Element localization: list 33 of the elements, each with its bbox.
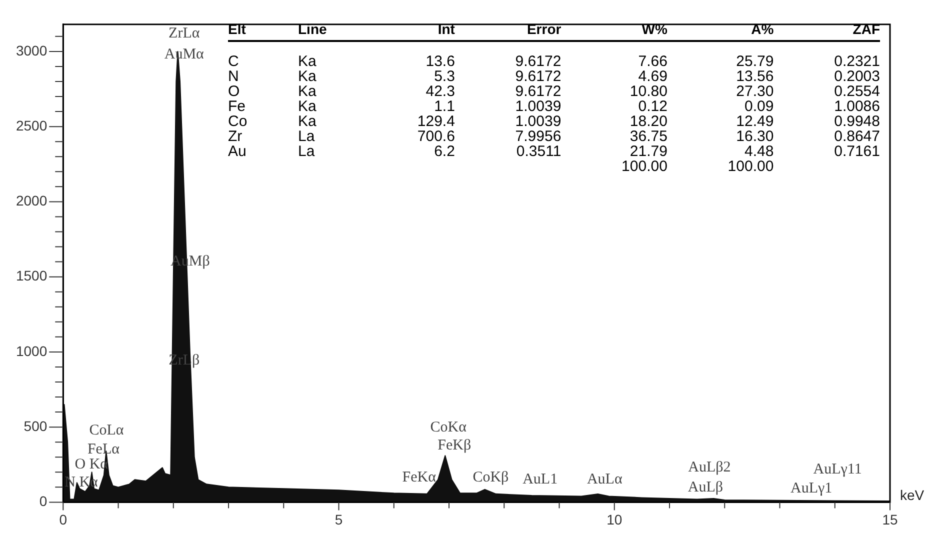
annotation: AuLγ11 [813, 462, 862, 478]
y-tick-label: 2000 [16, 192, 48, 209]
annotation: AuLγ1 [790, 480, 832, 496]
x-tick-label: 5 [334, 511, 343, 528]
text: C Ka 13.6 9.6172 7.66 25.79 0.2321 [228, 53, 880, 70]
x-axis-title: keV [900, 487, 925, 504]
y-tick-label: 3000 [16, 42, 48, 58]
text: Zr La 700.6 7.9956 36.75 16.30 0.8647 [228, 128, 880, 145]
annotation: CoKβ [472, 469, 509, 486]
annotation: FeKα [402, 469, 436, 486]
text: Au La 6.2 0.3511 21.79 4.48 0.7161 [228, 143, 880, 160]
text: Fe Ka 1.1 1.0039 0.12 0.09 1.0086 [228, 98, 880, 115]
x-tick-label: 0 [59, 511, 68, 528]
y-tick-label: 500 [24, 418, 48, 434]
text: 100.00 100.00 [622, 158, 774, 175]
text: N Ka 5.3 9.6172 4.69 13.56 0.2003 [228, 68, 880, 85]
annotation: AuLα [586, 472, 622, 488]
x-tick-label: 15 [882, 511, 898, 528]
y-tick-label: 2500 [16, 117, 48, 134]
annotation: CoKα [430, 419, 466, 436]
annotation: AuLβ2 [688, 460, 731, 476]
annotation: AuLβ [688, 480, 724, 496]
annotation: AuL1 [522, 472, 558, 488]
text: Co Ka 129.4 1.0039 18.20 12.49 0.9948 [228, 113, 880, 130]
x-tick-label: 10 [606, 511, 622, 528]
y-tick-label: 0 [39, 493, 48, 510]
annotation: FeKβ [438, 437, 472, 454]
y-tick-label: 1500 [16, 268, 48, 284]
text: O Ka 42.3 9.6172 10.80 27.30 0.2554 [228, 83, 880, 100]
y-tick-label: 1000 [16, 342, 48, 359]
annotation: CoLα [89, 422, 124, 439]
annotation: FeLα [87, 442, 120, 458]
annotation: ZrLα [168, 25, 200, 42]
